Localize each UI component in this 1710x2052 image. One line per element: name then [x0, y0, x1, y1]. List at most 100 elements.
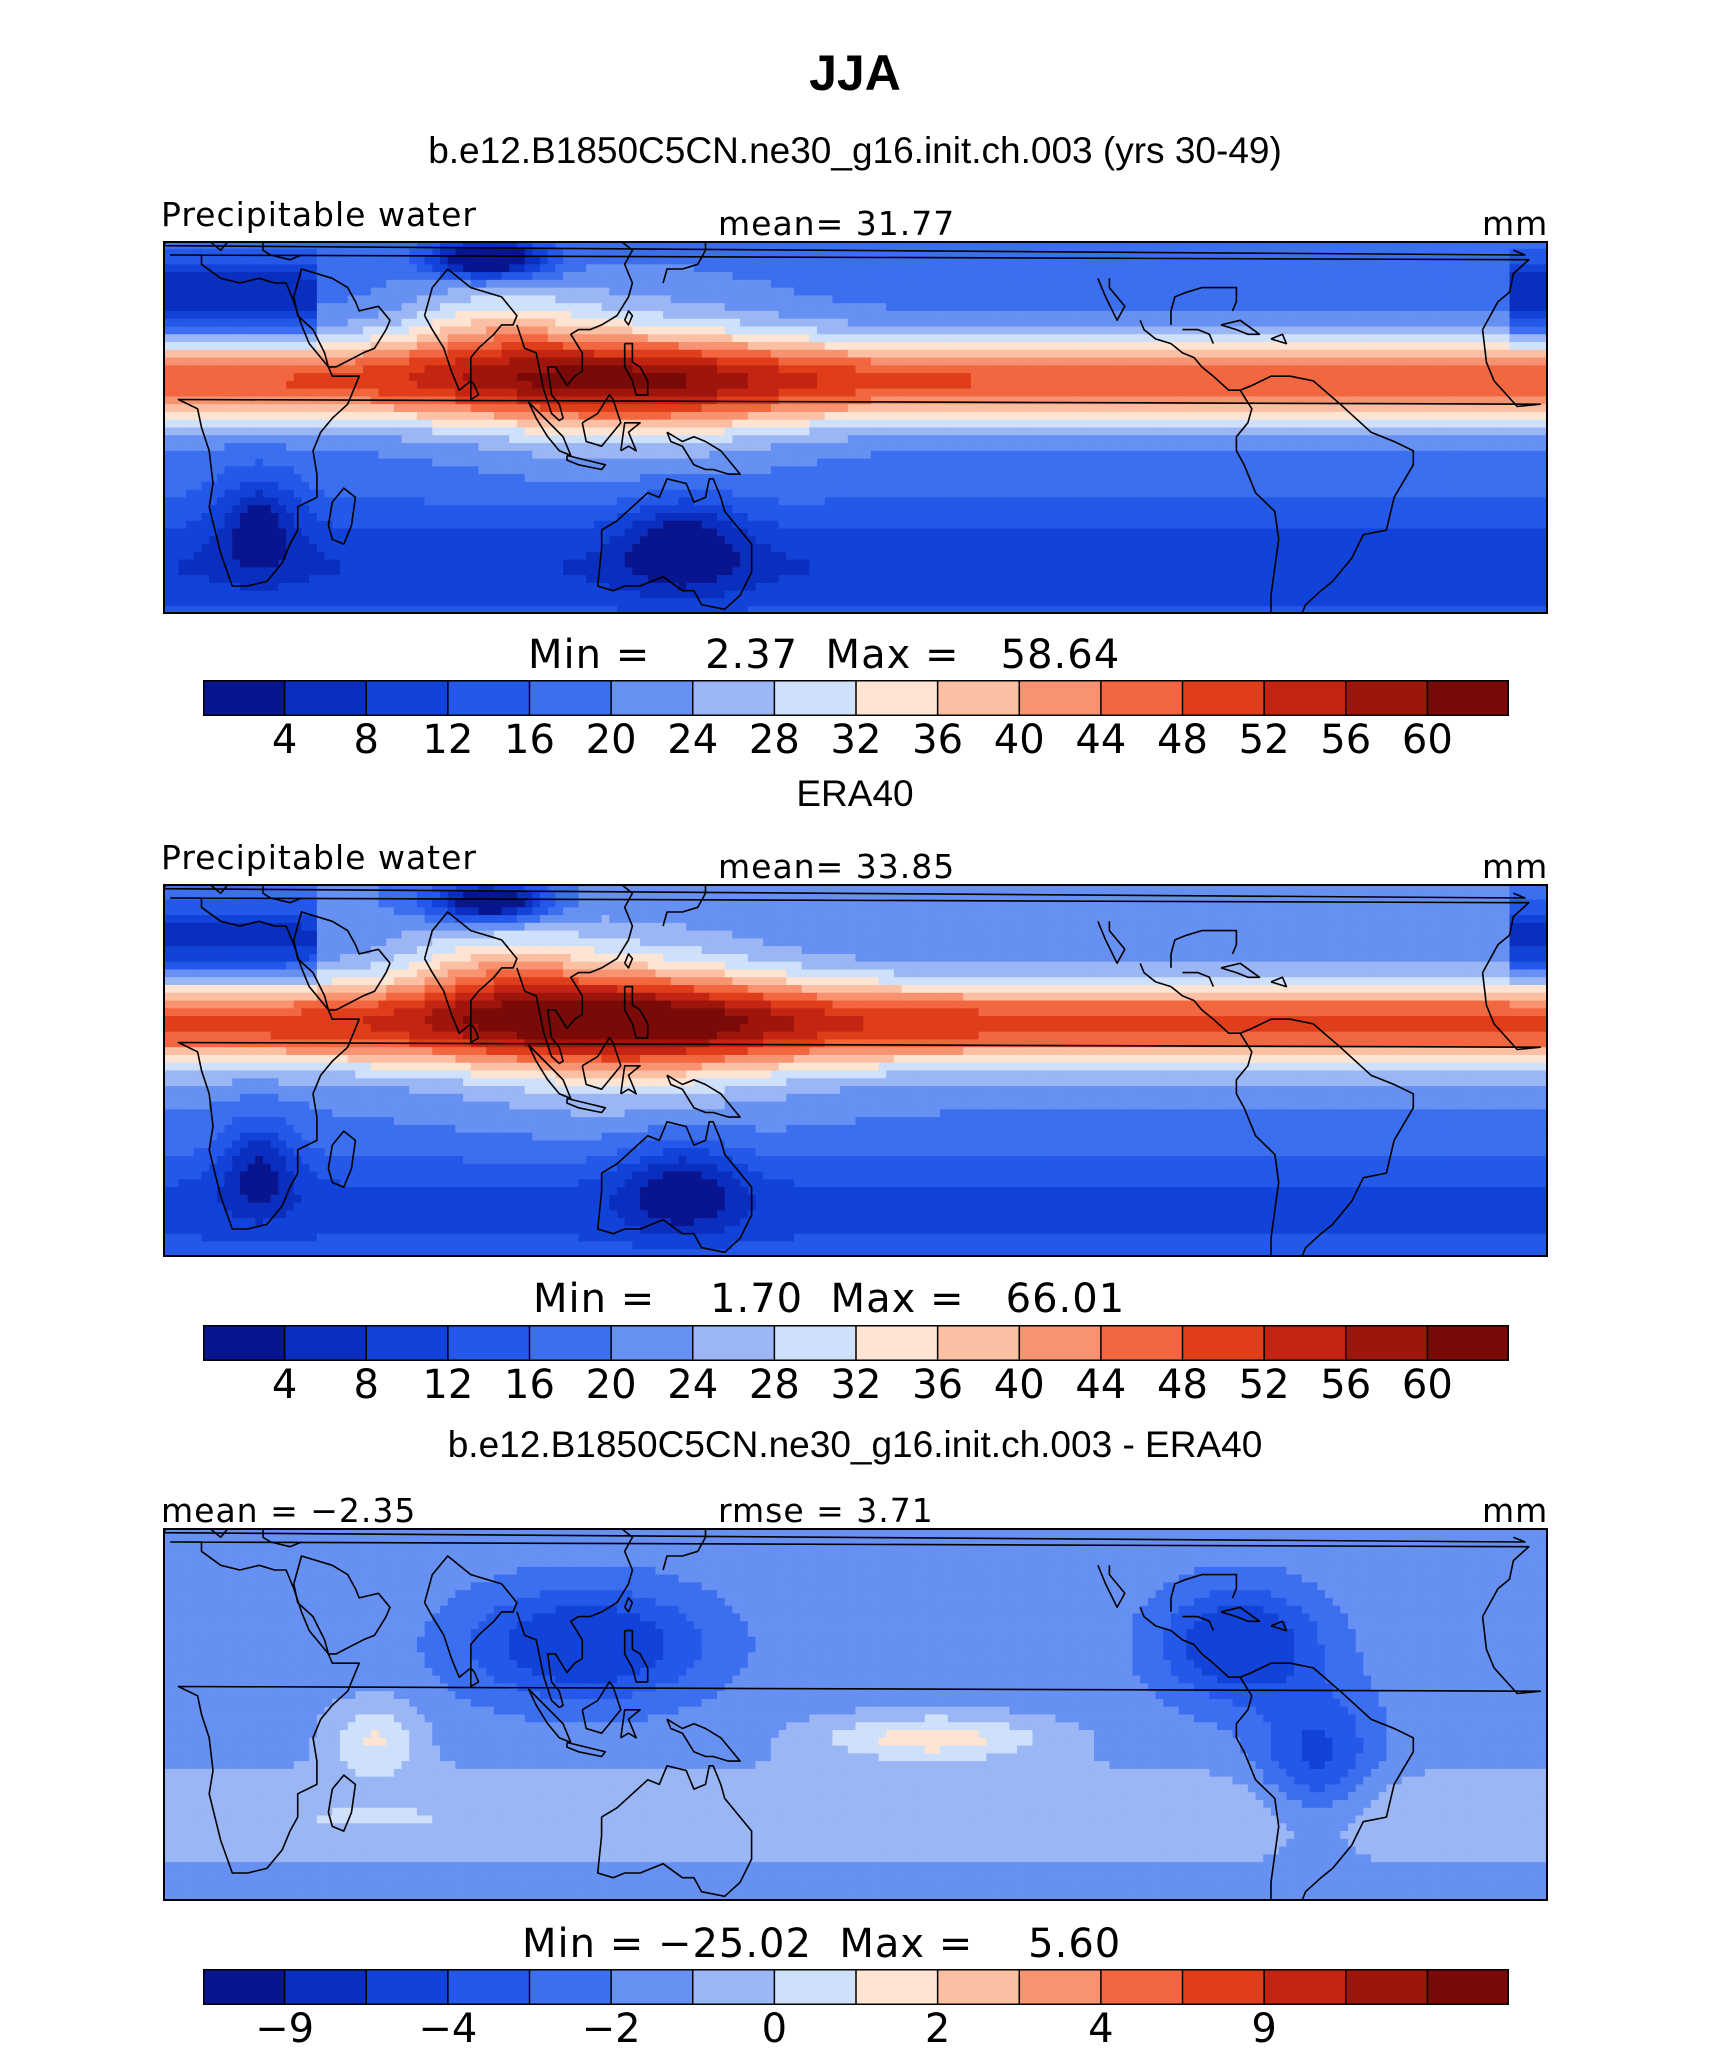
colorbar-tick-label: 9 [1251, 2006, 1276, 2052]
panel-1-colorbar [203, 680, 1509, 716]
colorbar-box [773, 1969, 858, 2005]
panel-3-subtitle: b.e12.B1850C5CN.ne30_g16.init.ch.003 - E… [0, 1424, 1710, 1466]
coastline [623, 985, 649, 1039]
colorbar-tick-label: 20 [586, 1362, 637, 1408]
colorbar-tick-label: 24 [667, 1362, 718, 1408]
colorbar-tick-label: 16 [504, 1362, 555, 1408]
colorbar-box [936, 1325, 1021, 1361]
panel-2-units-label: mm [1482, 847, 1548, 886]
coastline [262, 884, 302, 904]
coastline [1170, 985, 1241, 1034]
coastline [470, 1023, 480, 1044]
panel-1-map [163, 241, 1548, 614]
coastline [1170, 929, 1238, 968]
colorbar-tick-label: 40 [994, 1362, 1045, 1408]
coastline [262, 1528, 302, 1548]
coastline [470, 380, 480, 401]
coastline [1220, 1606, 1261, 1623]
coastline [327, 487, 357, 545]
coastline [169, 897, 1542, 1230]
colorbar-box [447, 1969, 531, 2005]
coastline [623, 1629, 649, 1683]
coastline [208, 1528, 237, 1539]
colorbar-box [1426, 680, 1509, 716]
colorbar-box [773, 680, 858, 716]
coastline [596, 1765, 753, 1898]
colorbar-tick-label: 24 [667, 717, 718, 763]
colorbar-tick-label: 32 [831, 1362, 882, 1408]
coastline [581, 394, 622, 447]
panel-1-min-max: Min = 2.37 Max = 58.64 [528, 632, 1120, 678]
panel-3-min-max: Min = −25.02 Max = 5.60 [522, 1921, 1121, 1967]
panel-3-colorbar [203, 1969, 1509, 2005]
coastline [516, 1528, 634, 1709]
colorbar-box [1100, 1969, 1184, 2005]
coastline [1139, 962, 1172, 988]
panel-2-colorbar-ticks: 4 8 12 16 20 24 28 32 36 40 44 48 52 56 60 [203, 1362, 1509, 1412]
panel-1-mean-label: mean= 31.77 [718, 204, 955, 243]
coastline [516, 241, 634, 422]
coastline [516, 884, 634, 1065]
colorbar-box [936, 1969, 1021, 2005]
coastline [1182, 1615, 1215, 1631]
colorbar-box [1426, 1325, 1509, 1361]
coastline [1170, 286, 1238, 325]
coastline [1235, 389, 1280, 614]
colorbar-box [1263, 1325, 1347, 1361]
colorbar-tick-label: 48 [1157, 717, 1208, 763]
colorbar-box [528, 1325, 613, 1361]
colorbar-box [610, 1969, 694, 2005]
coastline [1270, 1620, 1288, 1632]
coastline [1239, 1662, 1415, 1901]
coastline [262, 241, 302, 261]
coastline [596, 478, 753, 611]
coastline [1220, 962, 1261, 979]
colorbar-box [1100, 680, 1184, 716]
coastline [623, 342, 649, 396]
colorbar-box [692, 680, 776, 716]
panel-1-subtitle: b.e12.B1850C5CN.ne30_g16.init.ch.003 (yr… [0, 130, 1710, 172]
colorbar-box [528, 1969, 613, 2005]
coastline [1182, 971, 1215, 987]
coastline [566, 1741, 607, 1758]
panel-3-rmse-label: rmse = 3.71 [718, 1491, 934, 1530]
coastline [620, 1709, 641, 1739]
colorbar-box [1018, 680, 1103, 716]
coastline [1139, 1606, 1172, 1632]
colorbar-tick-label: 28 [749, 717, 800, 763]
colorbar-tick-label: 40 [994, 717, 1045, 763]
coastline [581, 1037, 622, 1090]
coastline [163, 884, 1526, 899]
colorbar-box [1263, 680, 1347, 716]
coastline [293, 1555, 391, 1655]
colorbar-tick-label: 8 [354, 717, 379, 763]
colorbar-tick-label: 60 [1402, 717, 1453, 763]
coastline [423, 911, 518, 1034]
coastline [293, 911, 391, 1011]
coastline [1170, 1573, 1238, 1612]
panel-2-min-max: Min = 1.70 Max = 66.01 [533, 1276, 1125, 1322]
coastline [169, 1541, 1542, 1874]
colorbar-tick-label: 36 [912, 717, 963, 763]
colorbar-tick-label: 56 [1320, 1362, 1371, 1408]
colorbar-box [1181, 1969, 1266, 2005]
panel-1-units-label: mm [1482, 204, 1548, 243]
coastline [163, 1528, 1526, 1543]
colorbar-tick-label: 56 [1320, 717, 1371, 763]
colorbar-box [1018, 1969, 1103, 2005]
coastline [623, 1597, 634, 1613]
colorbar-tick-label: −9 [255, 2006, 314, 2052]
colorbar-tick-label: 0 [762, 2006, 787, 2052]
colorbar-tick-label: 52 [1239, 717, 1290, 763]
coastline [1220, 319, 1261, 336]
coastline [1182, 328, 1215, 344]
figure-title: JJA [0, 44, 1710, 102]
colorbar-box [855, 1969, 939, 2005]
panel-2-mean-label: mean= 33.85 [718, 847, 955, 886]
panel-2-variable-label: Precipitable water [161, 838, 477, 877]
colorbar-box [1181, 1325, 1266, 1361]
panel-3-mean-label: mean = −2.35 [161, 1491, 416, 1530]
colorbar-box [203, 1325, 286, 1361]
colorbar-box [528, 680, 613, 716]
coastline [1139, 319, 1172, 345]
